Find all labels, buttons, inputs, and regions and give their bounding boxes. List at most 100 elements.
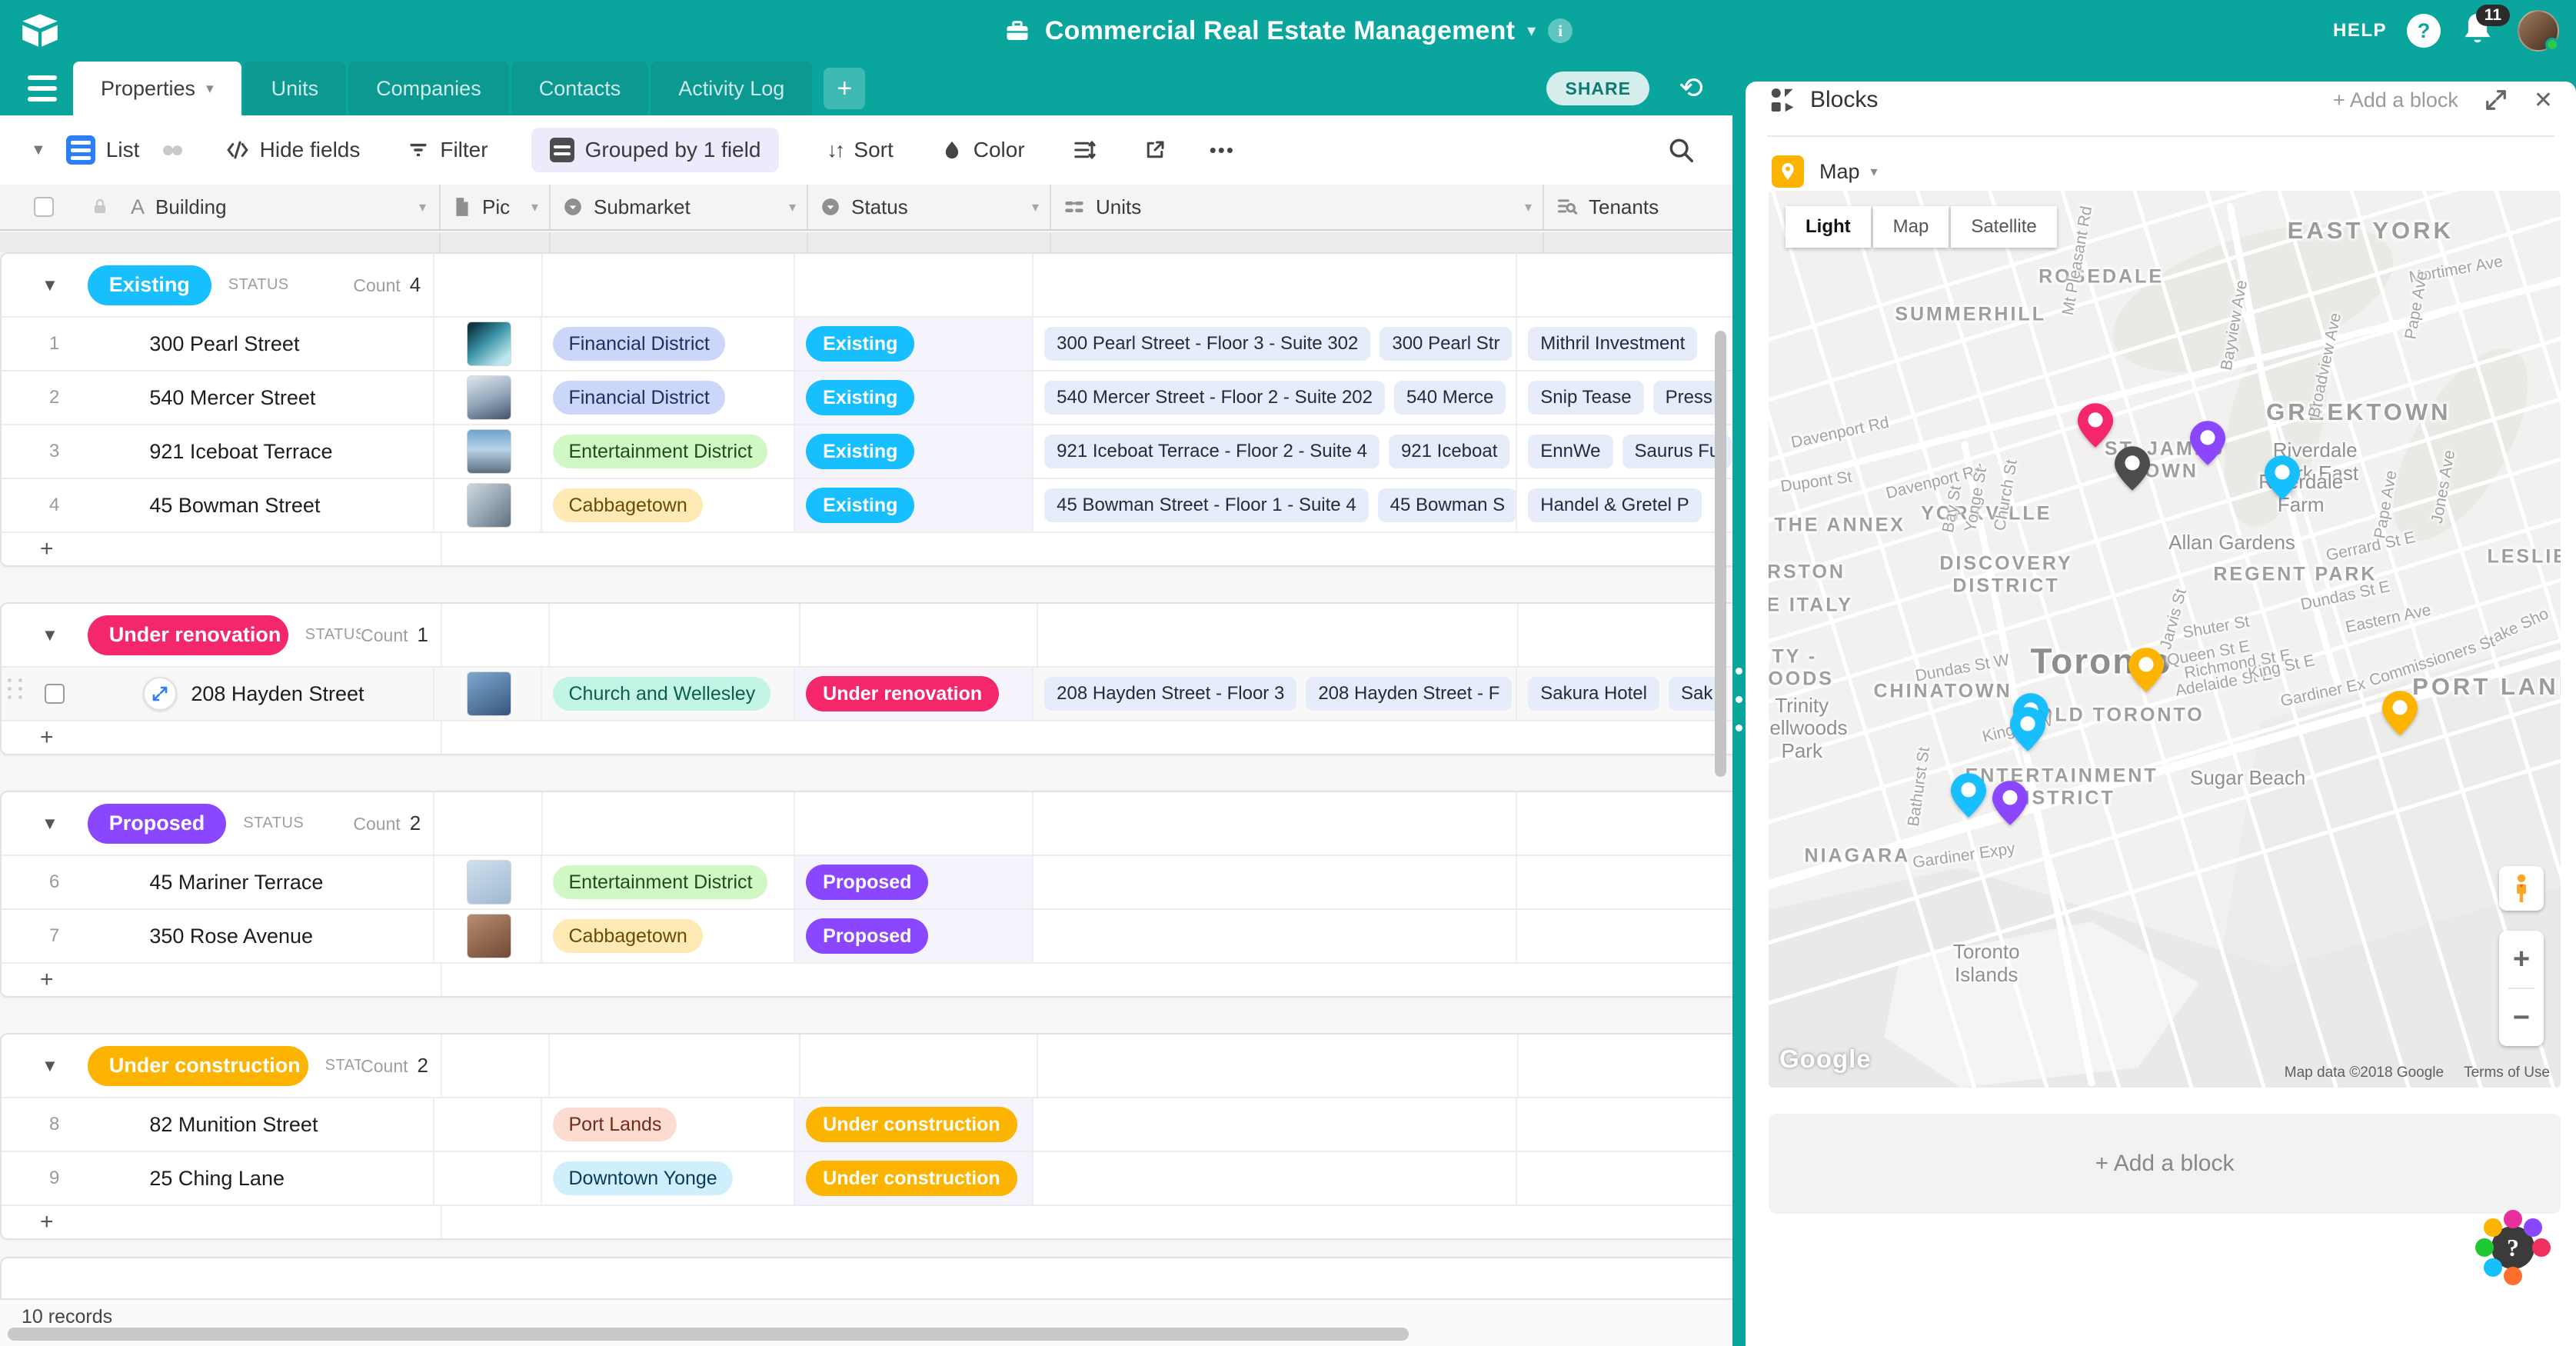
share-button[interactable]: SHARE — [1546, 72, 1649, 105]
collapse-group-icon[interactable]: ▼ — [42, 625, 58, 645]
submarket-cell[interactable]: Port Lands — [542, 1098, 796, 1151]
pic-cell[interactable] — [434, 910, 543, 962]
chevron-down-icon[interactable]: ▾ — [1524, 198, 1532, 215]
close-panel-icon[interactable]: ✕ — [2533, 87, 2553, 113]
building-photo-thumbnail[interactable] — [467, 914, 512, 958]
column-header-building[interactable]: A Building ▾ — [0, 185, 441, 229]
unit-chip[interactable]: 540 Merce — [1394, 381, 1506, 415]
table-row[interactable]: 6 45 Mariner Terrace Entertainment Distric… — [2, 855, 1732, 908]
map-canvas[interactable]: EAST YORK GREEKTOWN PORT LANDS ROSEDALE SUMM… — [1769, 191, 2561, 1088]
tenants-cell[interactable]: Snip Tease Press — [1517, 371, 1732, 424]
map-type-map[interactable]: Map — [1872, 206, 1949, 248]
submarket-cell[interactable]: Cabbagetown — [542, 910, 796, 962]
group-header[interactable]: ▼ Under construction STAT Count 2 — [2, 1034, 1732, 1097]
view-switcher[interactable]: List — [65, 135, 139, 165]
filter-button[interactable]: Filter — [408, 138, 488, 162]
pic-cell[interactable] — [434, 371, 543, 424]
building-name-cell[interactable]: 208 Hayden Street — [107, 668, 435, 720]
expand-record-button[interactable] — [143, 677, 178, 711]
submarket-cell[interactable]: Financial District — [542, 371, 796, 424]
map-block-header[interactable]: Map ▾ — [1772, 155, 1878, 188]
map-pin-under-construction[interactable] — [2128, 647, 2165, 692]
building-photo-thumbnail[interactable] — [467, 375, 512, 420]
add-record-row[interactable]: + — [2, 531, 1732, 565]
building-photo-thumbnail[interactable] — [467, 322, 512, 366]
horizontal-scrollbar[interactable] — [8, 1328, 1409, 1341]
status-cell[interactable]: Proposed — [795, 910, 1034, 962]
group-header[interactable]: ▼ Under renovation STATUS Count 1 — [2, 604, 1732, 666]
submarket-cell[interactable]: Church and Wellesley — [542, 668, 796, 720]
hide-fields-button[interactable]: Hide fields — [226, 138, 360, 162]
add-block-top-button[interactable]: + Add a block — [2332, 88, 2458, 112]
chevron-down-icon[interactable]: ▾ — [206, 80, 214, 97]
status-cell[interactable]: Under construction — [795, 1098, 1034, 1151]
units-cell[interactable]: 208 Hayden Street - Floor 3 208 Hayden St… — [1033, 668, 1518, 720]
column-header-status[interactable]: Status ▾ — [808, 185, 1051, 229]
pic-cell[interactable] — [434, 668, 543, 720]
chevron-down-icon[interactable]: ▾ — [531, 198, 538, 215]
submarket-cell[interactable]: Downtown Yonge — [542, 1152, 796, 1204]
vertical-scrollbar[interactable] — [1715, 331, 1726, 777]
units-cell[interactable]: 540 Mercer Street - Floor 2 - Suite 202 5… — [1033, 371, 1518, 424]
collapse-group-icon[interactable]: ▼ — [42, 275, 58, 295]
collapse-views-icon[interactable]: ▼ — [31, 141, 46, 158]
unit-chip[interactable]: 45 Bowman Street - Floor 1 - Suite 4 — [1044, 488, 1369, 522]
help-button[interactable]: HELP — [2332, 20, 2387, 41]
zoom-in-button[interactable]: + — [2512, 942, 2531, 975]
column-header-submarket[interactable]: Submarket ▾ — [551, 185, 808, 229]
pegman-button[interactable] — [2499, 866, 2544, 911]
table-row[interactable]: 1 300 Pearl Street Financial District Exist… — [2, 316, 1732, 370]
units-cell[interactable] — [1033, 1152, 1518, 1204]
pic-cell[interactable] — [434, 318, 543, 370]
drag-handle-icon[interactable] — [8, 678, 25, 699]
tab-contacts[interactable]: Contacts — [511, 62, 649, 115]
chevron-down-icon[interactable]: ▾ — [1870, 163, 1878, 179]
unit-chip[interactable]: 300 Pearl Street - Floor 3 - Suite 302 — [1044, 327, 1371, 361]
building-name-cell[interactable]: 350 Rose Avenue — [107, 910, 435, 962]
status-cell[interactable]: Existing — [795, 479, 1034, 531]
tenants-cell[interactable]: Sakura Hotel Sak — [1517, 668, 1732, 720]
submarket-cell[interactable]: Cabbagetown — [542, 479, 796, 531]
tenant-chip[interactable]: Sakura Hotel — [1528, 677, 1659, 711]
status-cell[interactable]: Proposed — [795, 856, 1034, 908]
add-record-row[interactable]: + — [2, 720, 1732, 754]
chevron-down-icon[interactable]: ▾ — [1527, 21, 1536, 40]
map-pin-under-renovation[interactable] — [2078, 403, 2114, 448]
tenant-chip[interactable]: Snip Tease — [1528, 381, 1644, 415]
map-pin-proposed[interactable] — [2189, 420, 2225, 465]
map-pin-existing[interactable] — [2009, 706, 2045, 751]
unit-chip[interactable]: 300 Pearl Str — [1380, 327, 1513, 361]
building-name-cell[interactable]: 300 Pearl Street — [107, 318, 435, 370]
collaborators-icon[interactable]: ●● — [161, 137, 184, 162]
map-pin-under-construction[interactable] — [2381, 690, 2418, 735]
table-row[interactable]: 2 540 Mercer Street Financial District Exis… — [2, 370, 1732, 424]
tenants-cell[interactable] — [1517, 1152, 1732, 1204]
table-row[interactable]: 208 Hayden Street Church and Wellesley Und… — [2, 666, 1732, 720]
unit-chip[interactable]: 921 Iceboat — [1388, 435, 1510, 468]
pic-cell[interactable] — [434, 856, 543, 908]
panel-resize-handle[interactable] — [1732, 62, 1746, 1346]
column-header-tenants[interactable]: Tenants — [1544, 185, 1732, 229]
building-photo-thumbnail[interactable] — [467, 429, 512, 474]
add-record-row[interactable]: + — [2, 962, 1732, 996]
unit-chip[interactable]: 208 Hayden Street - F — [1306, 677, 1513, 711]
history-icon[interactable]: ⟲ — [1679, 72, 1703, 105]
chevron-down-icon[interactable]: ▾ — [419, 198, 427, 215]
building-photo-thumbnail[interactable] — [467, 860, 512, 905]
color-button[interactable]: Color — [941, 138, 1025, 162]
table-row[interactable]: 9 25 Ching Lane Downtown Yonge Under constr… — [2, 1151, 1732, 1204]
select-all-checkbox[interactable] — [34, 197, 54, 217]
building-name-cell[interactable]: 82 Munition Street — [107, 1098, 435, 1151]
map-terms-link[interactable]: Terms of Use — [2464, 1064, 2550, 1081]
status-cell[interactable]: Under renovation — [795, 668, 1034, 720]
building-photo-thumbnail[interactable] — [467, 671, 512, 716]
tenants-cell[interactable]: Handel & Gretel P — [1517, 479, 1732, 531]
chevron-down-icon[interactable]: ▾ — [1031, 198, 1039, 215]
map-pin-existing[interactable] — [1950, 773, 1986, 818]
collapse-group-icon[interactable]: ▼ — [42, 1055, 58, 1075]
submarket-cell[interactable]: Entertainment District — [542, 856, 796, 908]
tenants-cell[interactable] — [1517, 910, 1732, 962]
pic-cell[interactable] — [434, 1098, 543, 1151]
table-row[interactable]: 8 82 Munition Street Port Lands Under const… — [2, 1097, 1732, 1151]
